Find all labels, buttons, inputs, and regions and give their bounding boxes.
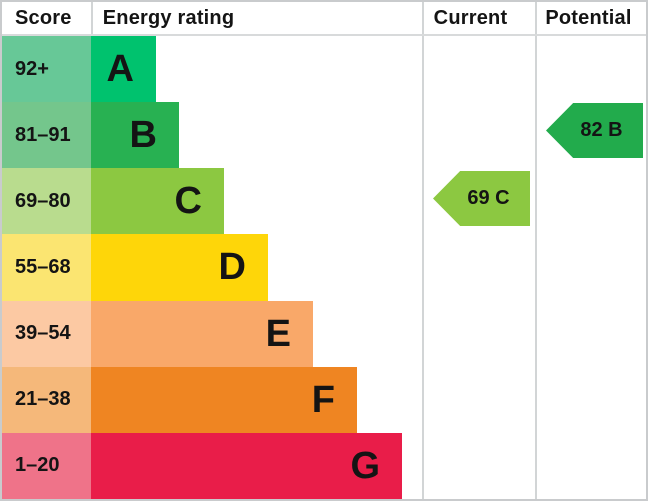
band-letter: G <box>350 444 380 487</box>
band-letter: C <box>174 180 202 223</box>
band-letter: D <box>218 246 246 289</box>
band-row-a: 92+ A <box>2 36 646 103</box>
score-range-cell: 92+ <box>2 36 91 103</box>
band-letter: B <box>129 114 157 157</box>
band-row-d: 55–68 D <box>2 234 646 301</box>
potential-column-divider <box>535 2 537 499</box>
rating-bar-f: F <box>91 366 357 433</box>
score-range-cell: 21–38 <box>2 366 91 433</box>
rating-bar-a: A <box>91 36 156 103</box>
band-row-c: 69–80 C <box>2 168 646 235</box>
score-range-cell: 69–80 <box>2 168 91 235</box>
band-row-e: 39–54 E <box>2 300 646 367</box>
band-row-g: 1–20 G <box>2 432 646 499</box>
header-score: Score <box>15 6 72 29</box>
rating-bar-d: D <box>91 234 268 301</box>
potential-rating-label: 82 B <box>580 119 623 141</box>
score-column-divider <box>91 2 93 34</box>
score-range-cell: 81–91 <box>2 102 91 169</box>
rating-bar-g: G <box>91 432 402 499</box>
current-column-divider <box>422 2 424 499</box>
header-current: Current <box>433 6 508 29</box>
score-range-cell: 39–54 <box>2 300 91 367</box>
rating-bar-e: E <box>91 300 313 367</box>
header-energy-rating: Energy rating <box>102 6 235 29</box>
band-letter: E <box>265 312 291 355</box>
band-row-f: 21–38 F <box>2 366 646 433</box>
header-row: Score Energy rating Current Potential <box>2 2 646 36</box>
current-rating-label: 69 C <box>467 187 510 209</box>
score-range-cell: 55–68 <box>2 234 91 301</box>
band-letter: F <box>311 378 335 421</box>
rating-bar-c: C <box>91 168 224 235</box>
score-range-cell: 1–20 <box>2 432 91 499</box>
band-row-b: 81–91 B <box>2 102 646 169</box>
band-rows: 92+ A 81–91 B 69–80 C 55–68 D 39–54 E 21… <box>2 36 646 499</box>
band-letter: A <box>106 48 134 91</box>
header-potential: Potential <box>545 6 632 29</box>
rating-bar-b: B <box>91 102 179 169</box>
